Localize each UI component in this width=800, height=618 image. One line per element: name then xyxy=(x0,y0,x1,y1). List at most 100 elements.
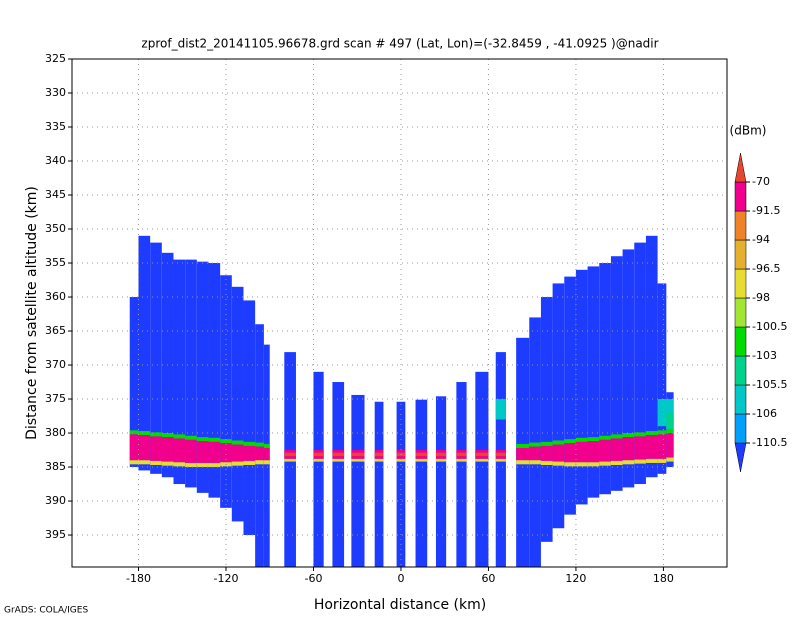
cell xyxy=(243,460,256,465)
cell xyxy=(529,317,541,567)
x-tick-label: 60 xyxy=(481,572,495,585)
colorbar-box xyxy=(734,181,747,212)
cell xyxy=(161,433,174,438)
y-tick-label: 350 xyxy=(45,222,66,235)
cell xyxy=(196,261,209,493)
cell xyxy=(220,439,232,444)
cell xyxy=(666,428,674,434)
y-tick-label: 335 xyxy=(45,120,66,133)
cell xyxy=(666,412,674,429)
cell xyxy=(666,433,674,458)
cell xyxy=(634,432,646,437)
cell xyxy=(196,441,209,463)
colorbar-box xyxy=(734,268,747,299)
cell xyxy=(529,442,541,447)
cell xyxy=(196,462,209,468)
cell xyxy=(516,443,530,448)
colorbar-label: -96.5 xyxy=(752,262,780,275)
cell xyxy=(657,430,667,435)
cell xyxy=(255,446,264,461)
cell xyxy=(516,447,530,461)
cell xyxy=(610,256,623,491)
cell xyxy=(516,460,530,465)
cell xyxy=(475,371,489,567)
x-axis-label: Horizontal distance (km) xyxy=(314,597,486,613)
cell xyxy=(374,401,384,567)
cell xyxy=(435,452,447,457)
cell xyxy=(529,460,541,465)
cell xyxy=(634,436,646,460)
colorbar-label: -70 xyxy=(752,175,770,188)
cell xyxy=(313,452,324,457)
cell xyxy=(284,458,296,462)
cell xyxy=(475,452,489,457)
plot-frame xyxy=(71,58,728,568)
cell xyxy=(185,259,197,488)
colorbar-label: -94 xyxy=(752,233,770,246)
y-tick-label: 330 xyxy=(45,86,66,99)
cell xyxy=(657,283,667,474)
cell xyxy=(622,460,635,465)
cell xyxy=(564,276,576,515)
colorbar-label: -98 xyxy=(752,291,770,304)
cell xyxy=(150,460,162,465)
x-tick-label: 120 xyxy=(565,572,586,585)
cell xyxy=(622,437,635,461)
cell xyxy=(540,441,553,446)
cell xyxy=(173,438,186,463)
cell xyxy=(263,460,270,465)
cell xyxy=(599,439,611,462)
cell xyxy=(495,452,506,457)
colorbar-label: -91.5 xyxy=(752,204,780,217)
cell xyxy=(208,437,221,442)
x-tick-label: 180 xyxy=(653,572,674,585)
cell xyxy=(622,433,635,438)
colorbar-label: -110.5 xyxy=(752,436,787,449)
cell xyxy=(185,435,197,440)
cell xyxy=(173,462,186,467)
cell xyxy=(396,458,406,462)
cell xyxy=(185,462,197,468)
cell xyxy=(220,275,232,508)
colorbar-box xyxy=(734,210,747,241)
cell xyxy=(255,442,264,447)
cell xyxy=(415,399,428,567)
x-tick-label: 0 xyxy=(397,572,404,585)
y-tick-label: 360 xyxy=(45,290,66,303)
cell xyxy=(138,435,151,461)
cell xyxy=(552,440,565,445)
colorbar-box xyxy=(734,384,747,415)
x-tick-label: -180 xyxy=(126,572,151,585)
cell xyxy=(263,443,270,448)
cell xyxy=(150,432,162,437)
cell xyxy=(208,441,221,463)
cell xyxy=(564,443,576,463)
cell xyxy=(138,430,151,436)
cell xyxy=(263,447,270,461)
cell xyxy=(231,461,244,466)
y-tick-label: 380 xyxy=(45,426,66,439)
cell xyxy=(575,437,588,442)
chart-title: zprof_dist2_20141105.96678.grd scan # 49… xyxy=(141,37,658,51)
cell xyxy=(220,443,232,463)
cell xyxy=(351,458,365,462)
cell xyxy=(435,458,447,462)
cell xyxy=(599,263,611,495)
cell xyxy=(495,458,506,462)
colorbar-box xyxy=(734,326,747,357)
cell xyxy=(575,269,588,505)
cell xyxy=(415,452,428,457)
y-tick-label: 375 xyxy=(45,392,66,405)
cell xyxy=(208,462,221,468)
colorbar-label: -106 xyxy=(752,407,777,420)
cell xyxy=(332,452,345,457)
colorbar-label: -100.5 xyxy=(752,320,787,333)
cell xyxy=(599,435,611,440)
cell xyxy=(540,445,553,461)
cell xyxy=(196,437,209,442)
colorbar-box xyxy=(734,355,747,386)
cell xyxy=(374,458,384,462)
cell xyxy=(313,458,324,462)
y-tick-label: 340 xyxy=(45,154,66,167)
cell xyxy=(456,452,467,457)
